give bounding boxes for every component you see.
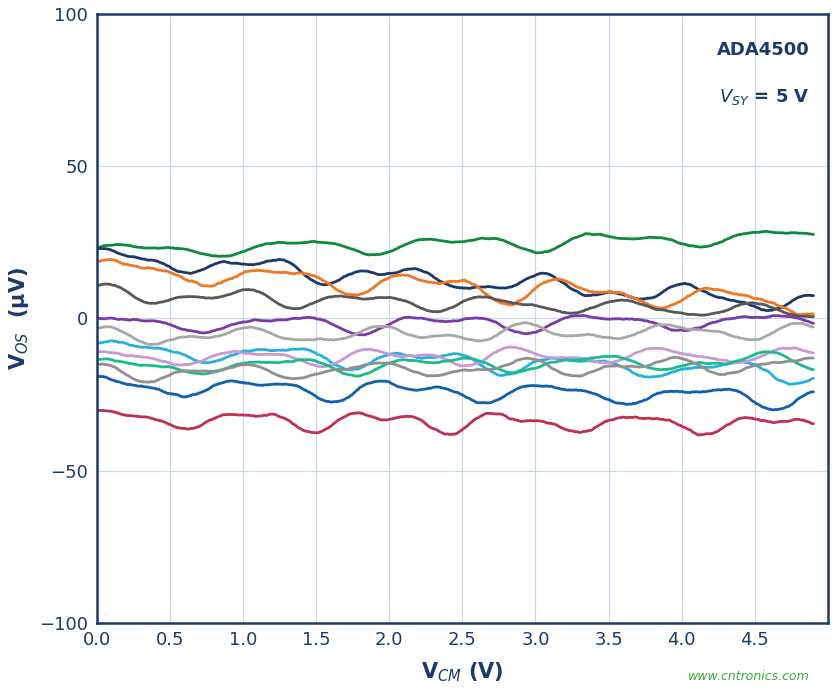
Text: $V_{SY}$ = 5 V: $V_{SY}$ = 5 V xyxy=(719,87,810,107)
Text: www.cntronics.com: www.cntronics.com xyxy=(688,670,810,683)
Text: ADA4500: ADA4500 xyxy=(717,41,810,59)
X-axis label: V$_{CM}$ (V): V$_{CM}$ (V) xyxy=(421,661,504,684)
Y-axis label: V$_{OS}$  (μV): V$_{OS}$ (μV) xyxy=(7,267,31,370)
